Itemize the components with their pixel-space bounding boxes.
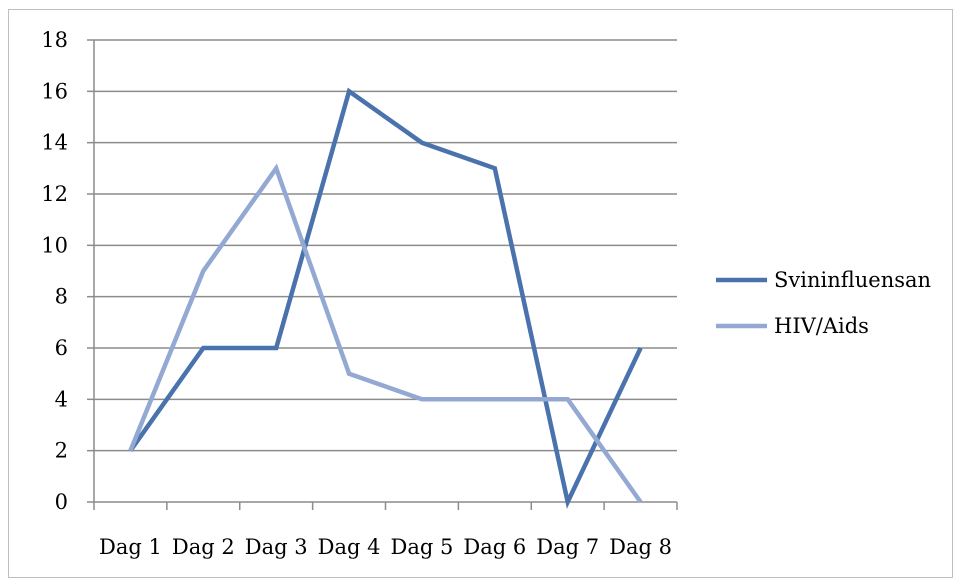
series-line-0	[128, 87, 643, 509]
y-tick-label: 18	[41, 28, 68, 52]
series-line-1	[128, 163, 643, 504]
y-tick-label: 0	[55, 490, 68, 514]
y-tick-label: 10	[41, 233, 68, 257]
grid-lines	[94, 39, 677, 452]
x-tick-label: Dag 5	[391, 535, 454, 559]
y-tick-label: 6	[55, 336, 68, 360]
y-axis-tick-labels: 0 2 4 6 8 10 12 14 16 18	[41, 28, 68, 514]
x-tick-label: Dag 4	[318, 535, 381, 559]
axes	[87, 39, 678, 510]
legend: Svininfluensan HIV/Aids	[716, 268, 931, 338]
legend-label-0: Svininfluensan	[774, 268, 931, 292]
y-tick-label: 14	[41, 131, 68, 155]
series-lines	[128, 87, 643, 509]
y-tick-label: 4	[55, 387, 68, 411]
x-tick-label: Dag 1	[99, 535, 162, 559]
x-tick-label: Dag 6	[463, 535, 526, 559]
x-axis-tick-labels: Dag 1 Dag 2 Dag 3 Dag 4 Dag 5 Dag 6 Dag 7 Dag 8	[99, 535, 672, 559]
x-tick-label: Dag 2	[172, 535, 235, 559]
x-tick-label: Dag 7	[536, 535, 599, 559]
x-tick-label: Dag 8	[609, 535, 672, 559]
y-tick-label: 8	[55, 285, 68, 309]
y-tick-label: 12	[41, 182, 68, 206]
y-tick-label: 2	[55, 439, 68, 463]
y-tick-label: 16	[41, 79, 68, 103]
legend-label-1: HIV/Aids	[774, 314, 869, 338]
chart-frame	[8, 9, 953, 578]
x-tick-label: Dag 3	[245, 535, 308, 559]
